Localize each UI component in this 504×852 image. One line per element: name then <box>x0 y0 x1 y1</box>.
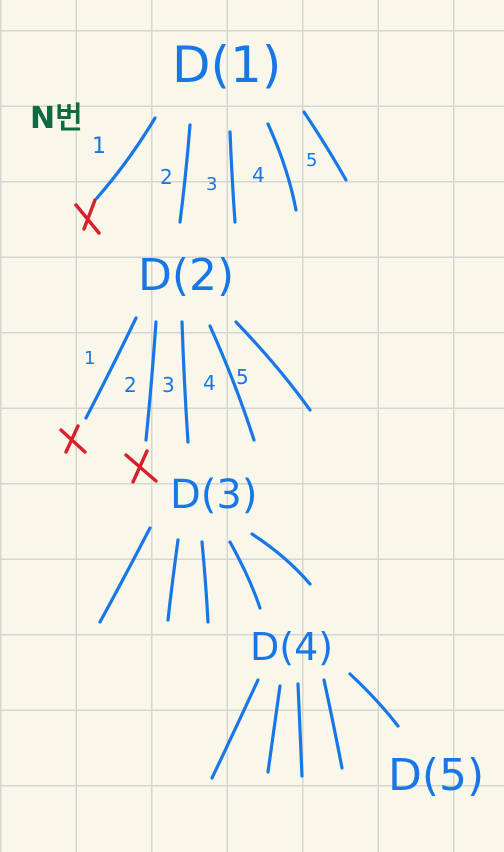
branch-label-2-3: 3 <box>162 373 175 397</box>
branch-label-1-4: 4 <box>252 163 265 187</box>
branch-label-1-1: 1 <box>92 134 106 159</box>
node-d3: D(3) <box>170 472 257 518</box>
edge-d1-5 <box>302 110 348 182</box>
branch-label-2-5: 5 <box>236 365 249 389</box>
edge-d1-3 <box>228 130 237 224</box>
branch-label-2-4: 4 <box>203 371 216 395</box>
edge-d3-1 <box>98 526 152 624</box>
svg-text:×: × <box>0 0 1 1</box>
edge-d4-3 <box>296 682 304 778</box>
edge-d4-5 <box>348 672 400 728</box>
branch-label-1-5: 5 <box>306 150 317 171</box>
branch-label-2-2: 2 <box>124 373 137 397</box>
edge-d2-4 <box>208 324 256 442</box>
edge-d1-1 <box>95 116 157 200</box>
edge-d1-2 <box>178 123 192 224</box>
edge-d2-2 <box>144 320 158 442</box>
edge-d2-3 <box>180 320 190 444</box>
note-label: N번 <box>30 101 83 136</box>
branch-label-1-2: 2 <box>160 165 173 189</box>
edge-d3-2 <box>166 538 180 622</box>
edge-d2-5 <box>234 320 312 412</box>
branch-label-2-1: 1 <box>84 348 95 369</box>
cross-3: × <box>0 0 158 484</box>
cross-1: × <box>0 0 101 235</box>
branch-label-1-3: 3 <box>206 174 217 195</box>
edge-d3-3 <box>200 540 210 624</box>
edge-d4-1 <box>210 678 260 780</box>
edge-d3-4 <box>228 540 262 610</box>
cross-2: × <box>0 0 87 454</box>
svg-text:×: × <box>0 0 1 1</box>
node-d5: D(5) <box>388 750 484 801</box>
node-d2: D(2) <box>138 250 234 301</box>
edge-d4-4 <box>322 678 344 770</box>
svg-text:×: × <box>0 0 1 1</box>
edge-d1-4 <box>266 122 298 212</box>
edge-d3-5 <box>250 532 312 586</box>
node-d4: D(4) <box>250 625 333 669</box>
edge-d2-1 <box>84 316 138 420</box>
node-d1: D(1) <box>172 36 281 94</box>
edge-d4-2 <box>266 684 282 774</box>
